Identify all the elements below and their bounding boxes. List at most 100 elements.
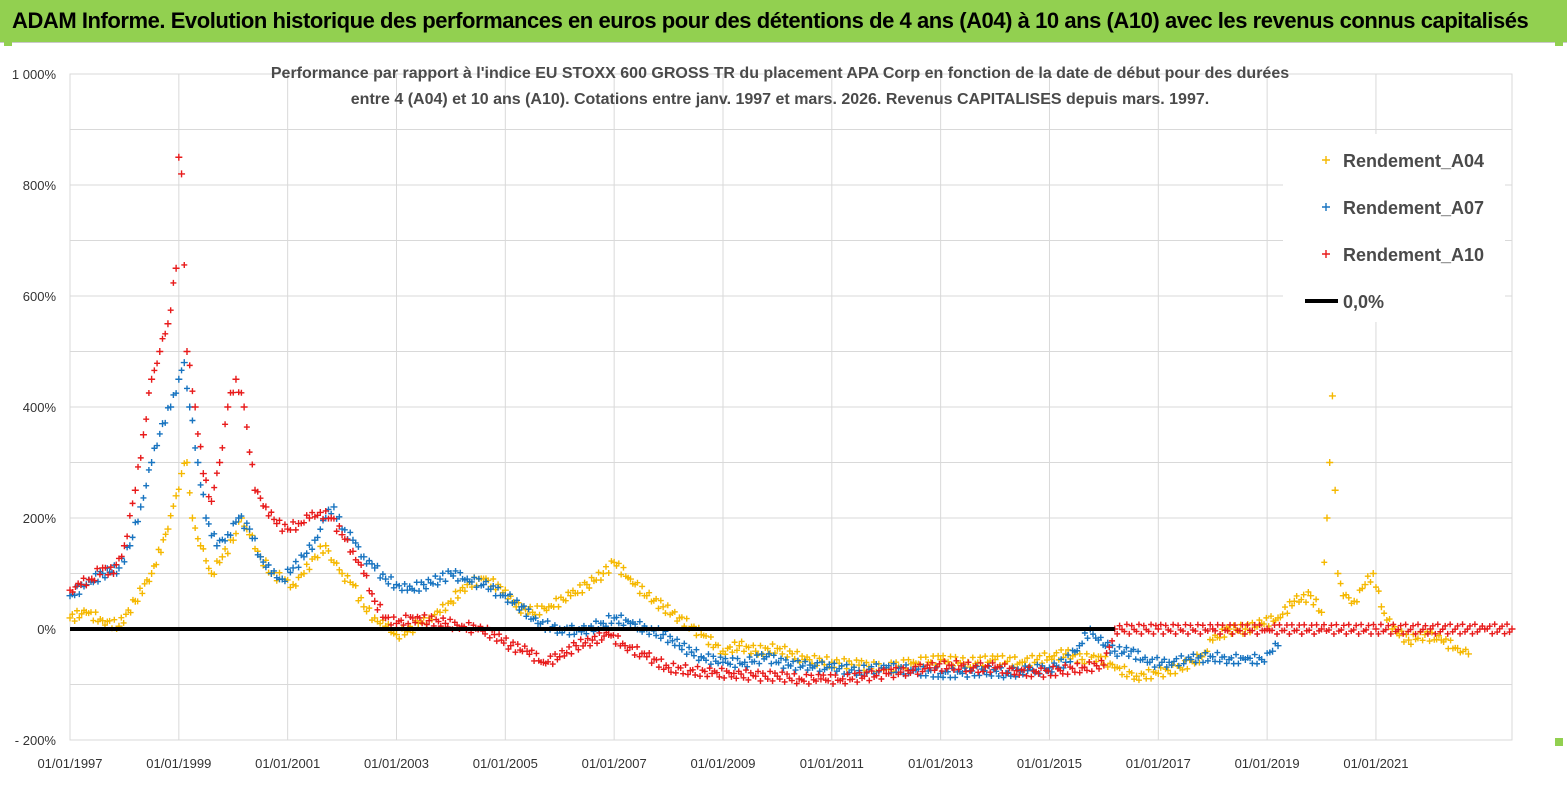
trail-marker (452, 567, 459, 574)
trail-marker (1231, 622, 1238, 629)
data-point (199, 470, 207, 478)
trail-marker (1192, 659, 1199, 666)
trail-marker (1375, 630, 1382, 637)
trail-marker (733, 675, 740, 682)
trail-marker (341, 526, 348, 533)
trail-marker (1079, 640, 1086, 647)
trail-marker (1001, 661, 1008, 668)
trail-marker (922, 654, 929, 661)
trail-marker (658, 656, 665, 663)
trail-marker (127, 609, 134, 616)
trail-marker (1282, 604, 1289, 611)
trail-marker (608, 620, 615, 627)
trail-marker (1045, 668, 1052, 675)
trail-marker (435, 618, 442, 625)
trail-marker (1021, 667, 1028, 674)
trail-marker (450, 572, 457, 579)
trail-marker (203, 477, 210, 484)
trail-marker (238, 513, 245, 520)
trail-marker (167, 512, 174, 519)
trail-marker (830, 680, 837, 687)
trail-marker (1058, 646, 1065, 653)
trail-marker (1439, 626, 1446, 633)
data-point (115, 564, 123, 572)
trail-marker (1303, 599, 1309, 606)
trail-marker (1084, 635, 1091, 642)
trail-marker (385, 614, 392, 621)
trail-marker (960, 661, 967, 668)
trail-marker (690, 652, 697, 659)
trail-marker (257, 495, 264, 502)
trail-marker (1286, 630, 1293, 637)
trail-marker (1202, 649, 1209, 656)
trail-marker (105, 571, 112, 578)
trail-marker (576, 581, 583, 588)
trail-marker (833, 656, 840, 663)
trail-marker (1293, 592, 1300, 599)
trail-marker (1123, 621, 1130, 628)
trail-marker (1022, 663, 1029, 670)
data-point (316, 508, 324, 516)
trail-marker (849, 676, 856, 683)
trail-marker (1145, 628, 1152, 635)
x-tick-label: 01/01/2021 (1343, 756, 1408, 771)
trail-marker (366, 557, 373, 564)
trail-marker (143, 416, 150, 423)
trail-marker (96, 571, 103, 578)
trail-marker (1051, 652, 1058, 659)
trail-marker (549, 661, 556, 668)
data-point (289, 564, 297, 572)
trail-marker (1114, 653, 1121, 660)
trail-marker (1244, 622, 1251, 629)
trail-marker (655, 605, 662, 612)
trail-marker (347, 529, 354, 536)
trail-marker (1123, 673, 1130, 680)
data-point (1328, 392, 1336, 400)
trail-marker (733, 647, 740, 654)
trail-marker (379, 571, 386, 578)
trail-marker (1422, 622, 1429, 629)
trail-marker (1224, 627, 1231, 634)
trail-marker (938, 668, 945, 675)
data-point (180, 359, 188, 367)
trail-marker (813, 678, 820, 685)
trail-marker (636, 618, 643, 625)
trail-marker (1402, 621, 1409, 628)
trail-marker (102, 564, 109, 571)
trail-marker (1395, 626, 1402, 633)
trail-marker (745, 644, 752, 651)
trail-marker (1121, 663, 1128, 670)
trail-marker (792, 667, 799, 674)
trail-marker (271, 516, 278, 523)
data-point (659, 631, 667, 639)
trail-marker (1221, 634, 1228, 641)
trail-marker (284, 566, 291, 573)
trail-marker (1126, 630, 1133, 637)
trail-marker (953, 657, 960, 664)
trail-marker (306, 542, 313, 549)
trail-marker (1116, 665, 1123, 672)
data-point (1377, 603, 1385, 611)
trail-marker (677, 664, 684, 671)
trail-marker (851, 670, 858, 677)
data-point (507, 642, 515, 650)
trail-marker (434, 608, 441, 615)
trail-marker (934, 663, 941, 670)
trail-marker (1254, 660, 1261, 667)
trail-marker (1325, 627, 1332, 634)
trail-marker (832, 672, 839, 679)
trail-marker (1148, 621, 1155, 628)
trail-marker (753, 652, 760, 659)
trail-marker (111, 616, 118, 623)
trail-marker (705, 651, 712, 658)
trail-marker (374, 606, 381, 613)
data-point (1045, 664, 1053, 672)
trail-marker (726, 643, 733, 650)
trail-marker (287, 569, 294, 576)
trail-marker (575, 646, 582, 653)
trail-marker (430, 580, 437, 587)
trail-marker (684, 671, 691, 678)
data-point (610, 558, 618, 566)
trail-marker (598, 636, 605, 643)
trail-marker (988, 672, 995, 679)
